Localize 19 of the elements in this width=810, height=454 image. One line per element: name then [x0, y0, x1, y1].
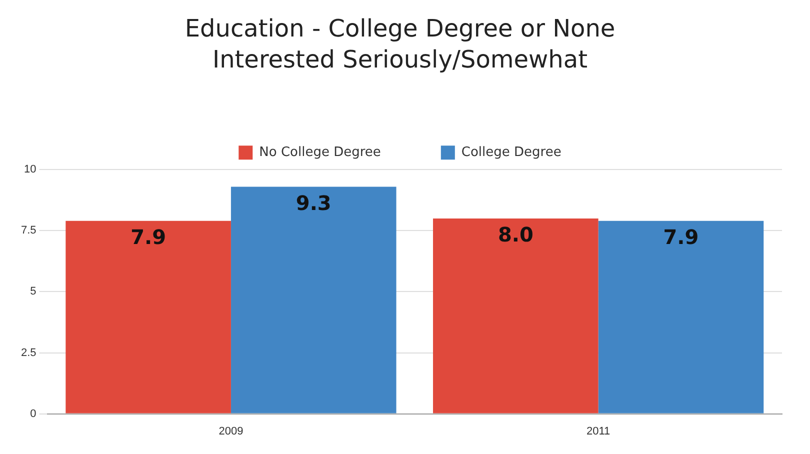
x-tick-label: 2009	[218, 425, 244, 438]
bar	[433, 218, 598, 414]
data-label: 7.9	[663, 225, 699, 250]
y-tick-label: 7.5	[20, 224, 36, 237]
chart-subtitle: Interested Seriously/Somewhat	[212, 45, 588, 74]
chart-title: Education - College Degree or None	[184, 14, 616, 43]
bar	[66, 220, 231, 414]
legend-label: No College Degree	[259, 144, 381, 160]
data-label: 9.3	[296, 190, 332, 215]
data-label: 7.9	[130, 225, 166, 250]
y-tick-label: 5	[30, 286, 36, 298]
legend-label: College Degree	[461, 144, 562, 160]
bar	[230, 186, 396, 414]
y-tick-label: 10	[24, 164, 36, 176]
y-tick-label: 0	[30, 408, 36, 420]
bar	[598, 220, 764, 414]
x-tick-label: 2011	[586, 425, 610, 438]
y-tick-label: 2.5	[20, 346, 36, 359]
data-label: 8.0	[498, 222, 534, 247]
